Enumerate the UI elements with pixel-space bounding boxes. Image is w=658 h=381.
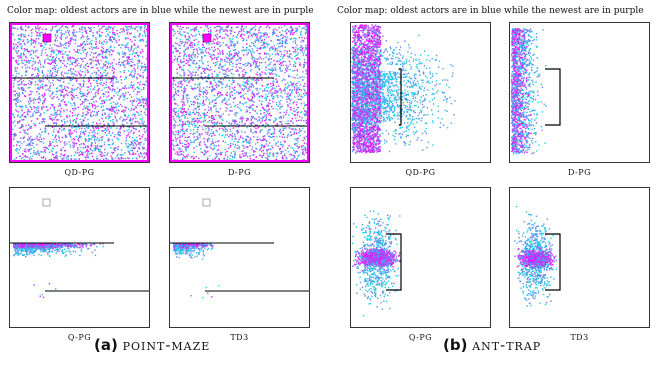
trap-opening: [379, 123, 399, 129]
panel-label: QD-PG: [405, 168, 436, 177]
panel-label: TD3: [570, 333, 589, 342]
scatter-points: [13, 243, 104, 298]
scatter-points: [514, 205, 558, 307]
trap-panel-qd-pg: [350, 22, 491, 163]
goal-square: [202, 33, 212, 43]
goal-square: [42, 33, 52, 43]
maze-walls: [10, 242, 149, 292]
maze-walls: [545, 68, 561, 126]
subcaption-name: ant-trap: [472, 336, 542, 354]
colormap-caption-left: Color map: oldest actors are in blue whi…: [7, 6, 314, 16]
maze-walls: [170, 242, 309, 292]
panel-label: Q-PG: [408, 333, 433, 342]
trap-opening: [379, 65, 399, 71]
subcaption-a: (a) point-maze: [94, 336, 210, 354]
panel-label: TD3: [230, 333, 249, 342]
colormap-caption-right: Color map: oldest actors are in blue whi…: [337, 6, 644, 16]
goal-square: [42, 198, 51, 207]
panel-label: QD-PG: [64, 168, 95, 177]
scatter-points: [511, 28, 547, 155]
scatter-points: [172, 25, 309, 162]
panel-label: D-PG: [227, 168, 252, 177]
subcaption-name: point-maze: [122, 336, 211, 354]
goal-square: [202, 198, 211, 207]
subcaption-letter: (b): [443, 336, 468, 354]
scatter-points: [351, 210, 401, 317]
maze-walls: [545, 233, 561, 291]
maze-walls: [170, 77, 309, 127]
panel-label: Q-PG: [67, 333, 92, 342]
subcaption-b: (b) ant-trap: [443, 336, 541, 354]
trap-panel-q-pg: [350, 187, 491, 328]
panel-label: D-PG: [567, 168, 592, 177]
scatter-points: [173, 243, 220, 299]
scatter-points: [12, 25, 149, 162]
maze-panel-q-pg: [9, 187, 150, 328]
maze-panel-d-pg: [169, 22, 310, 163]
subcaption-letter: (a): [94, 336, 118, 354]
maze-panel-td3: [169, 187, 310, 328]
maze-walls: [10, 77, 149, 127]
trap-panel-d-pg: [509, 22, 650, 163]
scatter-points: [351, 24, 456, 154]
maze-walls: [386, 233, 402, 291]
maze-panel-qd-pg: [9, 22, 150, 163]
trap-panel-td3: [509, 187, 650, 328]
